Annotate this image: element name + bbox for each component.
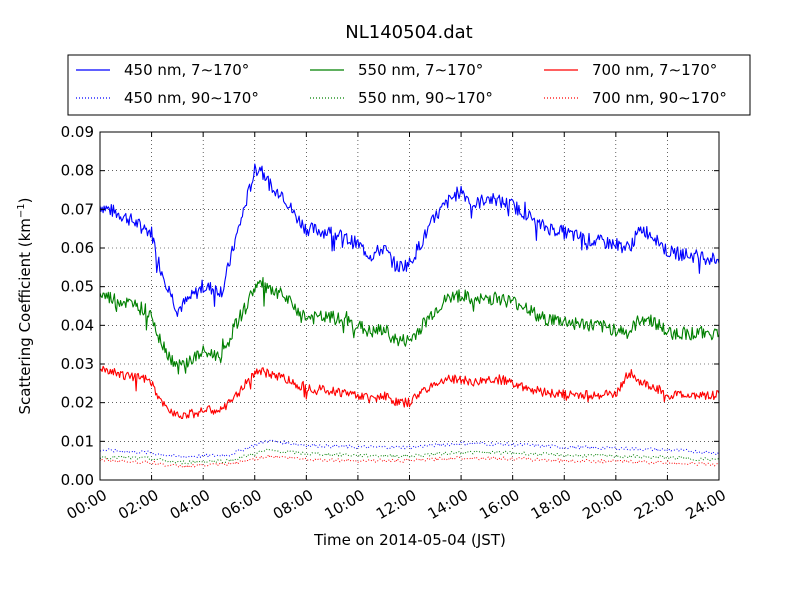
y-tick-label: 0.05	[61, 278, 94, 296]
y-tick-label: 0.03	[61, 355, 94, 373]
x-tick-label: 14:00	[425, 486, 471, 523]
x-tick-label: 08:00	[270, 486, 316, 523]
legend-label: 450 nm, 7∼170°	[124, 61, 249, 79]
legend-frame	[67, 54, 751, 116]
x-tick-label: 02:00	[115, 486, 161, 523]
series-line-4	[99, 448, 720, 465]
legend-label: 700 nm, 90∼170°	[592, 89, 727, 107]
y-tick-label: 0.07	[61, 200, 94, 218]
x-tick-label: 20:00	[579, 486, 625, 523]
y-tick-label: 0.08	[61, 162, 94, 180]
legend-label: 700 nm, 7∼170°	[592, 61, 717, 79]
y-axis-label-sup: −1	[16, 203, 27, 218]
y-tick-label: 0.09	[61, 123, 94, 141]
series-line-6	[99, 454, 720, 469]
y-tick-label: 0.06	[61, 239, 94, 257]
legend-label: 450 nm, 90∼170°	[124, 89, 259, 107]
chart-title: NL140504.dat	[345, 22, 472, 43]
x-tick-label: 06:00	[218, 486, 264, 523]
series-line-5	[99, 365, 720, 420]
y-axis-label-main: Scattering Coefficient (km	[16, 218, 34, 414]
x-tick-label: 00:00	[64, 486, 110, 523]
x-tick-labels: 00:00 02:00 04:00 06:00 08:00 10:00 12:00 14:00…	[64, 486, 729, 523]
series-line-2	[99, 439, 720, 459]
x-tick-label: 10:00	[321, 486, 367, 523]
legend: 450 nm, 7∼170° 550 nm, 7∼170° 700 nm, 7∼17…	[67, 54, 751, 116]
series-layer	[99, 163, 720, 469]
x-tick-label: 04:00	[167, 486, 213, 523]
x-axis-label: Time on 2014-05-04 (JST)	[313, 531, 506, 549]
legend-label: 550 nm, 7∼170°	[358, 61, 483, 79]
y-tick-label: 0.04	[61, 316, 94, 334]
series-line-3	[99, 276, 720, 375]
series-line-1	[99, 163, 720, 317]
x-tick-label: 24:00	[683, 486, 729, 523]
x-tick-label: 18:00	[528, 486, 574, 523]
x-tick-label: 22:00	[631, 486, 677, 523]
legend-label: 550 nm, 90∼170°	[358, 89, 493, 107]
y-tick-label: 0.00	[61, 471, 94, 489]
y-tick-label: 0.02	[61, 394, 94, 412]
axis-ticks	[99, 131, 720, 481]
y-axis-label: Scattering Coefficient (km−1)	[16, 197, 34, 414]
x-tick-label: 12:00	[373, 486, 419, 523]
y-tick-labels: 0.00 0.01 0.02 0.03 0.04 0.05 0.06 0.07 0.08 0.09	[61, 123, 94, 489]
y-tick-label: 0.01	[61, 432, 94, 450]
x-tick-label: 16:00	[476, 486, 522, 523]
grid	[100, 132, 719, 480]
y-axis-label-suffix: )	[16, 197, 34, 203]
